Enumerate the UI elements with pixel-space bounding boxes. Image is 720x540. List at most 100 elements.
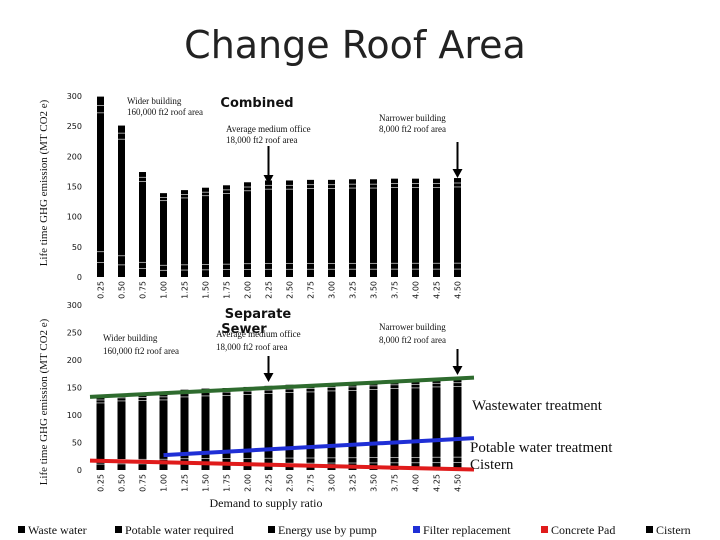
trend-line-potable-water-treatment [163,436,475,458]
x-tick-label: 1.50 [202,281,211,299]
bar-3.75 [391,178,398,277]
x-tick-label: 2.00 [244,281,253,299]
y-axis-label-bottom: Life time GHG emission (MT CO2 e) [38,318,50,485]
legend-label: Energy use by pump [278,523,377,537]
bar-2.25 [264,385,273,470]
bar-1.00 [159,393,168,470]
bar-4.00 [412,178,419,277]
annotation-average-office: Average medium office 18,000 ft2 roof are… [226,124,311,145]
bar-0.50 [117,394,126,470]
x-tick-label: 0.75 [139,281,148,299]
bar-1.25 [181,190,188,277]
x-tick-label: 3.00 [328,474,337,492]
arrow-average-office [263,146,274,184]
y-tick-label: 300 [67,301,82,310]
bar-3.00 [328,179,335,277]
legend-label: Concrete Pad [551,523,615,537]
panel-label-separate: Separate [225,307,292,322]
bar-3.00 [327,383,336,470]
x-tick-label: 2.75 [307,281,316,299]
bar-2.50 [285,384,294,470]
annotation-narrower-building-bottom: Narrower building 8,000 ft2 roof area [379,322,446,345]
trend-line-wastewater-treatment [89,375,475,399]
legend-label: Cistern [656,523,691,537]
legend-swatch [18,526,25,533]
x-tick-label: 2.00 [244,474,253,492]
x-tick-label: 1.25 [181,281,190,299]
x-tick-label: 4.00 [412,474,421,492]
bar-4.25 [433,178,440,277]
y-tick-label: 300 [67,92,82,101]
annotation-wider-building-bottom: Wider building 160,000 ft2 roof area [103,333,179,356]
panel-separate-sewer: 0 50 100 150 200 250 300 0.25 0.50 0.75 1.00 1.25 1.… [67,301,614,492]
x-tick-label: 0.50 [118,281,127,299]
annotation-average-office-bottom: Average medium office 18,000 ft2 roof are… [216,329,301,352]
legend-swatch [646,526,653,533]
y-axis-label-top: Life time GHG emission (MT CO2 e) [38,99,50,266]
legend-label: Potable water required [125,523,234,537]
legend-swatch [541,526,548,533]
x-axis-label: Demand to supply ratio [210,496,323,510]
y-tick-label: 200 [67,356,82,365]
y-tick-label: 50 [72,243,82,252]
arrow-average-office-bottom [263,356,274,382]
x-tick-label: 2.25 [265,474,274,492]
bar-1.00 [160,193,167,277]
bar-1.75 [223,185,230,277]
legend-label: Filter replacement [423,523,511,537]
x-tick-label: 4.25 [433,281,442,299]
bar-2.25 [265,180,272,277]
x-tick-label: 2.25 [265,281,274,299]
y-tick-label: 150 [67,384,82,393]
y-tick-label: 150 [67,183,82,192]
trend-line-cistern [89,458,475,472]
legend: Waste water Potable water required Energy … [18,523,691,537]
x-tick-label: 3.50 [370,281,379,299]
x-tick-label: 3.25 [349,474,358,492]
bar-3.25 [348,382,357,470]
y-tick-label: 100 [67,213,82,222]
x-tick-label: 0.75 [139,474,148,492]
bar-0.75 [138,393,147,470]
label-cistern: Cistern [470,457,514,473]
bar-2.75 [307,179,314,277]
x-tick-label: 4.25 [433,474,442,492]
panel-combined: 0 50 100 150 200 250 300 0.25 0.50 0.75 1.00 1.25 1.… [67,92,463,299]
bar-4.25 [432,378,441,470]
x-tick-label: 4.50 [454,281,463,299]
bar-1.50 [202,187,209,277]
x-tick-label: 4.50 [454,474,463,492]
x-tick-label: 1.50 [202,474,211,492]
label-wastewater-treatment: Wastewater treatment [472,398,603,414]
x-tick-label: 0.25 [97,474,106,492]
bar-3.50 [369,381,378,470]
x-tick-label: 0.25 [97,281,106,299]
arrow-narrower-building [452,142,463,178]
x-tick-label: 2.75 [307,474,316,492]
bar-0.50 [118,125,125,278]
x-tick-label: 3.00 [328,281,337,299]
bar-4.50 [453,378,462,470]
panel-label-sewer: Sewer [221,322,267,337]
panel-label-combined: Combined [220,96,293,111]
bar-2.50 [286,180,293,277]
bar-3.50 [370,179,377,277]
x-tick-label: 3.25 [349,281,358,299]
bar-3.25 [349,179,356,277]
y-tick-label: 250 [67,122,82,131]
legend-label: Waste water [28,523,87,537]
bar-2.00 [243,386,252,470]
bar-0.25 [96,396,105,470]
bar-0.25 [97,96,104,277]
x-tick-label: 3.50 [370,474,379,492]
bar-2.00 [244,182,251,277]
y-tick-label: 50 [72,439,82,448]
x-tick-label: 1.75 [223,281,232,299]
x-tick-label: 1.00 [160,474,169,492]
bar-4.50 [454,178,461,277]
x-tick-label: 1.00 [160,281,169,299]
y-tick-label: 100 [67,411,82,420]
y-tick-label: 250 [67,329,82,338]
x-tick-label: 1.75 [223,474,232,492]
